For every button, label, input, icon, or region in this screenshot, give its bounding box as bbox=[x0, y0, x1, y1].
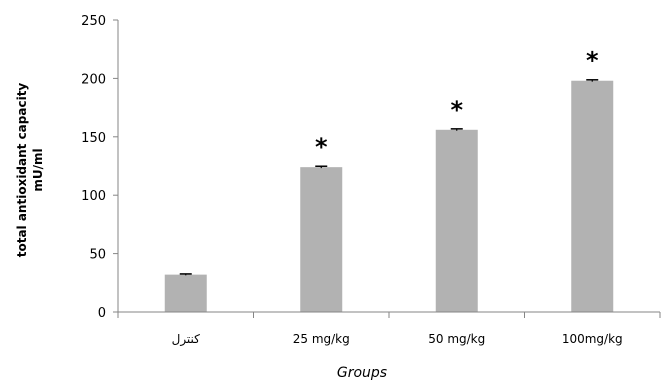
bars: * * * bbox=[164, 47, 614, 313]
y-axis-title: total antioxidant capacity mU/ml bbox=[15, 83, 45, 258]
x-category-label: 50 mg/kg bbox=[428, 332, 485, 346]
x-axis bbox=[117, 311, 661, 318]
significance-marker: * bbox=[450, 96, 463, 124]
x-category-labels: كنترل 25 mg/kg 50 mg/kg 100mg/kg bbox=[172, 332, 623, 347]
x-axis-title: Groups bbox=[337, 365, 387, 381]
y-tick-label: 200 bbox=[81, 72, 106, 87]
bar bbox=[300, 167, 343, 312]
x-category-label: 25 mg/kg bbox=[293, 332, 350, 346]
y-axis: 0 50 100 150 200 250 bbox=[81, 14, 119, 321]
x-category-label: كنترل bbox=[172, 332, 201, 347]
bar bbox=[435, 129, 478, 312]
y-tick-label: 150 bbox=[81, 131, 106, 146]
significance-marker: * bbox=[586, 47, 599, 75]
y-axis-title-line-2: mU/ml bbox=[31, 148, 45, 191]
y-axis-title-line-1: total antioxidant capacity bbox=[15, 83, 29, 258]
bar bbox=[164, 274, 207, 312]
bar bbox=[571, 80, 614, 313]
significance-marker: * bbox=[315, 133, 328, 161]
y-tick-label: 100 bbox=[81, 189, 106, 204]
y-tick-label: 250 bbox=[81, 14, 106, 29]
y-tick-label: 50 bbox=[89, 248, 106, 263]
y-tick-label: 0 bbox=[98, 306, 106, 321]
x-category-label: 100mg/kg bbox=[562, 332, 623, 346]
